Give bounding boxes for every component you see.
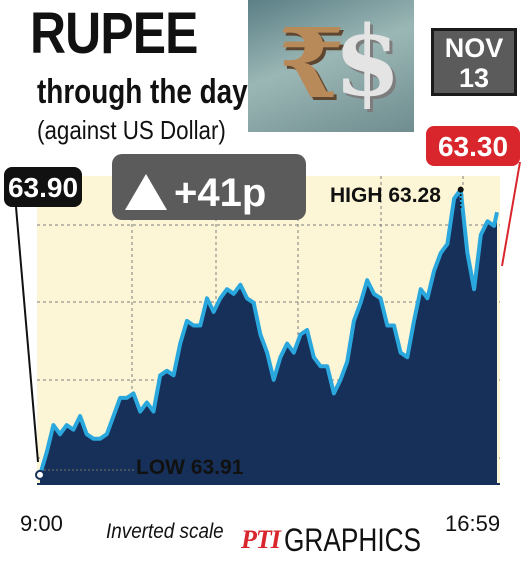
pti-logo-text: GRAPHICS	[283, 521, 421, 558]
date-badge: NOV 13	[431, 28, 517, 96]
pti-graphics-logo: PTI GRAPHICS	[241, 521, 451, 558]
high-point-marker	[457, 186, 464, 193]
low-label: LOW 63.91	[136, 456, 244, 479]
up-triangle-icon	[125, 174, 167, 210]
open-leader-line	[15, 206, 39, 463]
rupee-symbol-icon: ₹	[278, 7, 345, 120]
close-value-badge	[426, 126, 520, 166]
close-value-label: 63.30	[438, 131, 508, 162]
date-month: NOV	[444, 33, 504, 63]
series-line	[38, 187, 499, 476]
date-day: 13	[458, 63, 490, 93]
chart-title: RUPEE	[30, 1, 198, 66]
open-value-label: 63.90	[8, 172, 78, 203]
open-value-badge	[4, 167, 82, 207]
close-leader-line	[501, 161, 521, 267]
open-point-marker	[35, 469, 45, 480]
high-label: HIGH 63.28	[330, 184, 441, 207]
change-value-label: +41p	[174, 171, 266, 215]
dollar-symbol-icon: $	[334, 5, 401, 118]
x-tick-start: 9:00	[20, 511, 63, 536]
x-tick-end: 16:59	[445, 511, 501, 536]
pti-logo-mark: PTI	[241, 525, 281, 554]
chart-subtitle: through the day	[37, 73, 248, 111]
inverted-scale-note: Inverted scale	[106, 520, 224, 543]
currency-pair-note: (against US Dollar)	[37, 115, 226, 145]
currency-photo: ₹ $	[248, 0, 414, 132]
